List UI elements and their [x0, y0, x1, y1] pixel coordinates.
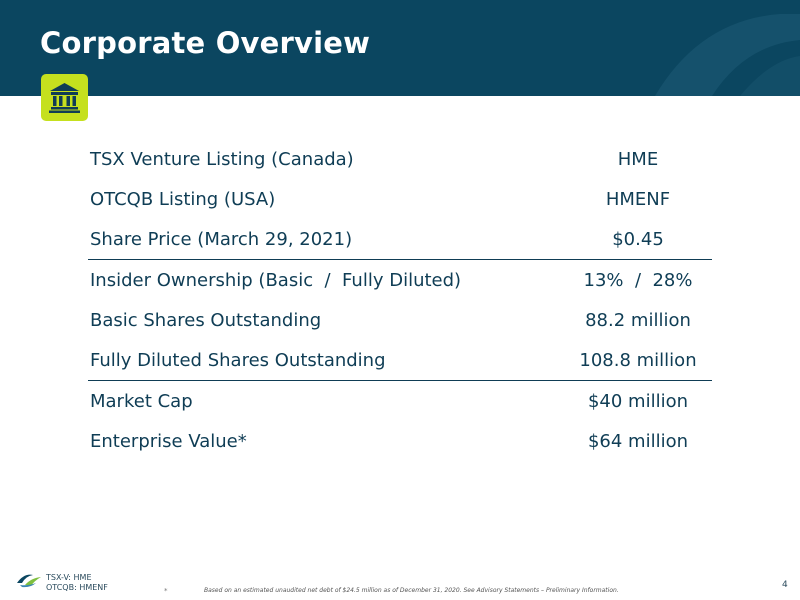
ticker-info: TSX-V: HME OTCQB: HMENF [46, 573, 108, 593]
row-label: Share Price (March 29, 2021) [90, 228, 353, 250]
row-value: $0.45 [612, 228, 664, 250]
row-value: 13% / 28% [583, 269, 693, 291]
table-row: OTCQB Listing (USA) HMENF [88, 179, 712, 219]
table-row: Market Cap $40 million [88, 381, 712, 421]
table-row: Insider Ownership (Basic / Fully Diluted… [88, 260, 712, 300]
page-title: Corporate Overview [40, 26, 371, 60]
row-value: HMENF [605, 188, 671, 210]
overview-table: TSX Venture Listing (Canada) HME OTCQB L… [88, 139, 712, 461]
footnote: Based on an estimated unaudited net debt… [204, 587, 619, 594]
row-label: Insider Ownership (Basic / Fully Diluted… [90, 269, 462, 291]
footnote-mark: * [164, 587, 168, 595]
page-number: 4 [782, 580, 788, 590]
row-label: Market Cap [90, 390, 193, 412]
header-banner: Corporate Overview [0, 0, 800, 96]
ticker-otc: OTCQB: HMENF [46, 583, 108, 592]
row-label: TSX Venture Listing (Canada) [90, 148, 354, 170]
divider [88, 259, 712, 260]
row-label: Enterprise Value* [90, 430, 247, 452]
divider [88, 380, 712, 381]
table-row: Fully Diluted Shares Outstanding 108.8 m… [88, 340, 712, 380]
row-label: OTCQB Listing (USA) [90, 188, 276, 210]
table-row: TSX Venture Listing (Canada) HME [88, 139, 712, 179]
header-decoration [655, 14, 800, 96]
row-value: HME [617, 148, 659, 170]
table-row: Enterprise Value* $64 million [88, 421, 712, 461]
icon-badge [41, 74, 88, 121]
ticker-tsx: TSX-V: HME [46, 573, 92, 582]
company-logo-icon [17, 574, 41, 588]
row-label: Basic Shares Outstanding [90, 309, 322, 331]
table-row: Basic Shares Outstanding 88.2 million [88, 300, 712, 340]
row-value: 88.2 million [585, 309, 691, 331]
row-value: $40 million [587, 390, 689, 412]
row-value: 108.8 million [579, 349, 697, 371]
row-value: $64 million [587, 430, 689, 452]
row-label: Fully Diluted Shares Outstanding [90, 349, 386, 371]
bank-building-icon [49, 83, 80, 113]
table-row: Share Price (March 29, 2021) $0.45 [88, 219, 712, 259]
